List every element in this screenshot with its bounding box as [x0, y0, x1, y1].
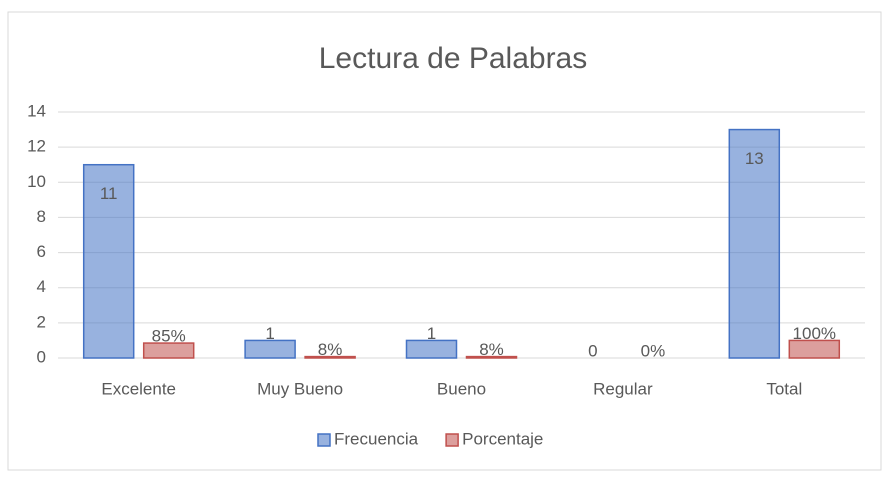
- x-tick-label: Bueno: [437, 379, 486, 398]
- data-label: 1: [265, 324, 274, 343]
- legend-swatch: [317, 433, 331, 447]
- legend-label: Porcentaje: [462, 429, 543, 448]
- bar: [465, 355, 518, 359]
- y-tick-label: 4: [37, 277, 46, 296]
- y-tick-label: 0: [37, 347, 46, 366]
- data-label: 0: [588, 341, 597, 360]
- data-label: 85%: [152, 327, 186, 346]
- y-tick-label: 2: [37, 312, 46, 331]
- data-label: 11: [100, 184, 118, 203]
- data-label: 100%: [793, 324, 836, 343]
- x-tick-label: Muy Bueno: [257, 379, 343, 398]
- data-label: 1: [427, 324, 436, 343]
- legend-label: Frecuencia: [334, 429, 419, 448]
- x-tick-label: Regular: [593, 379, 653, 398]
- data-label: 13: [745, 149, 764, 168]
- data-label: 8%: [479, 340, 504, 359]
- y-tick-label: 10: [27, 172, 46, 191]
- x-tick-label: Excelente: [101, 379, 176, 398]
- bar: [728, 128, 781, 359]
- legend-swatch: [445, 433, 459, 447]
- y-tick-label: 14: [27, 101, 46, 120]
- bar: [788, 339, 841, 359]
- bar: [304, 355, 356, 359]
- bar: [244, 339, 296, 359]
- y-tick-label: 6: [37, 242, 46, 261]
- data-label: 0%: [641, 341, 666, 360]
- bar: [82, 163, 135, 359]
- y-tick-label: 8: [37, 207, 46, 226]
- bar: [405, 339, 458, 359]
- y-tick-label: 12: [27, 137, 46, 156]
- chart-title: Lectura de Palabras: [319, 42, 588, 75]
- x-tick-label: Total: [766, 379, 802, 398]
- bar: [142, 342, 195, 359]
- data-label: 8%: [318, 340, 343, 359]
